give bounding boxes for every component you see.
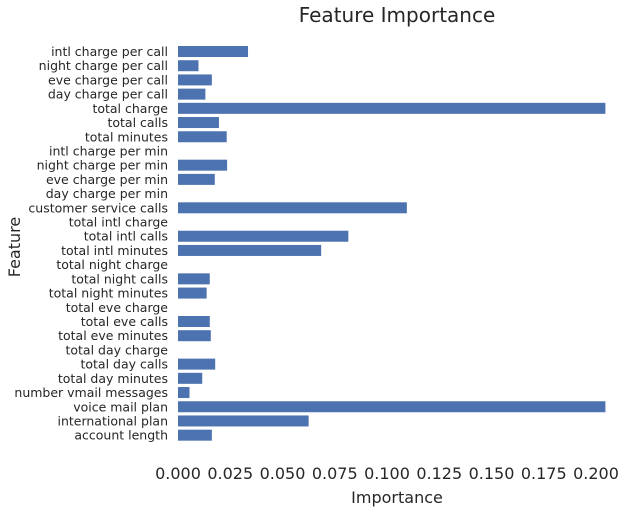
y-tick-label: eve charge per call	[48, 72, 168, 87]
bar-account-length	[178, 429, 212, 441]
y-tick-label: total charge	[92, 101, 168, 116]
bar-total-intl-minutes	[178, 244, 322, 256]
x-tick-label: 0.075	[312, 464, 358, 483]
x-tick-label: 0.175	[521, 464, 567, 483]
y-tick-label: total intl calls	[84, 229, 168, 244]
y-tick-label: eve charge per min	[46, 172, 168, 187]
y-tick-label: night charge per call	[39, 58, 168, 73]
y-tick-label: total intl minutes	[61, 243, 168, 258]
y-tick-label: total calls	[107, 115, 168, 130]
bar-international-plan	[178, 415, 309, 427]
y-tick-label: day charge per min	[46, 186, 168, 201]
bar-customer-service-calls	[178, 202, 407, 214]
y-tick-label: account length	[74, 428, 168, 443]
y-tick-label: customer service calls	[28, 200, 168, 215]
y-tick-label: total night calls	[71, 271, 168, 286]
bar-eve-charge-per-call	[178, 74, 212, 86]
y-tick-label: intl charge per call	[51, 44, 168, 59]
y-tick-label: number vmail messages	[14, 385, 168, 400]
bar-voice-mail-plan	[178, 401, 606, 413]
y-tick-label: total intl charge	[69, 215, 169, 230]
bars-group	[178, 46, 606, 441]
bar-total-charge	[178, 102, 606, 114]
bar-total-night-minutes	[178, 287, 207, 299]
y-tick-label: intl charge per min	[49, 143, 168, 158]
y-tick-label: international plan	[57, 413, 168, 428]
x-tick-label: 0.100	[364, 464, 410, 483]
x-tick-label: 0.125	[416, 464, 462, 483]
y-tick-label: total day minutes	[58, 371, 168, 386]
bar-total-calls	[178, 117, 219, 129]
bar-total-minutes	[178, 131, 227, 143]
y-tick-label: day charge per call	[48, 87, 168, 102]
y-tick-label: night charge per min	[37, 158, 168, 173]
y-tick-label: total minutes	[85, 129, 168, 144]
y-tick-label: total day calls	[80, 357, 168, 372]
bar-number-vmail-messages	[178, 387, 190, 399]
bar-night-charge-per-call	[178, 60, 199, 72]
bar-day-charge-per-call	[178, 88, 206, 100]
x-axis-label: Importance	[351, 488, 443, 507]
bar-total-eve-minutes	[178, 330, 211, 342]
bar-total-day-minutes	[178, 372, 203, 384]
x-tick-labels: 0.000 0.025 0.050 0.075 0.100 0.125 0.150 0.175…	[155, 464, 619, 483]
y-tick-label: total eve minutes	[58, 328, 168, 343]
y-tick-label: total night minutes	[49, 286, 168, 301]
bar-eve-charge-per-min	[178, 173, 215, 185]
x-tick-label: 0.025	[207, 464, 253, 483]
x-tick-label: 0.200	[573, 464, 619, 483]
bar-total-night-calls	[178, 273, 210, 285]
bar-total-day-calls	[178, 358, 216, 370]
bar-intl-charge-per-call	[178, 46, 249, 57]
chart-title: Feature Importance	[299, 3, 496, 27]
y-tick-label: total eve calls	[81, 314, 168, 329]
x-tick-label: 0.000	[155, 464, 201, 483]
bar-night-charge-per-min	[178, 159, 228, 171]
bar-total-eve-calls	[178, 315, 210, 327]
bar-total-intl-calls	[178, 230, 349, 242]
x-tick-label: 0.150	[469, 464, 515, 483]
y-tick-label: total day charge	[65, 342, 168, 357]
y-axis-label: Feature	[5, 217, 24, 277]
y-tick-label: voice mail plan	[73, 399, 168, 414]
x-tick-label: 0.050	[260, 464, 306, 483]
y-tick-label: total eve charge	[66, 300, 169, 315]
y-tick-label: total night charge	[56, 257, 168, 272]
